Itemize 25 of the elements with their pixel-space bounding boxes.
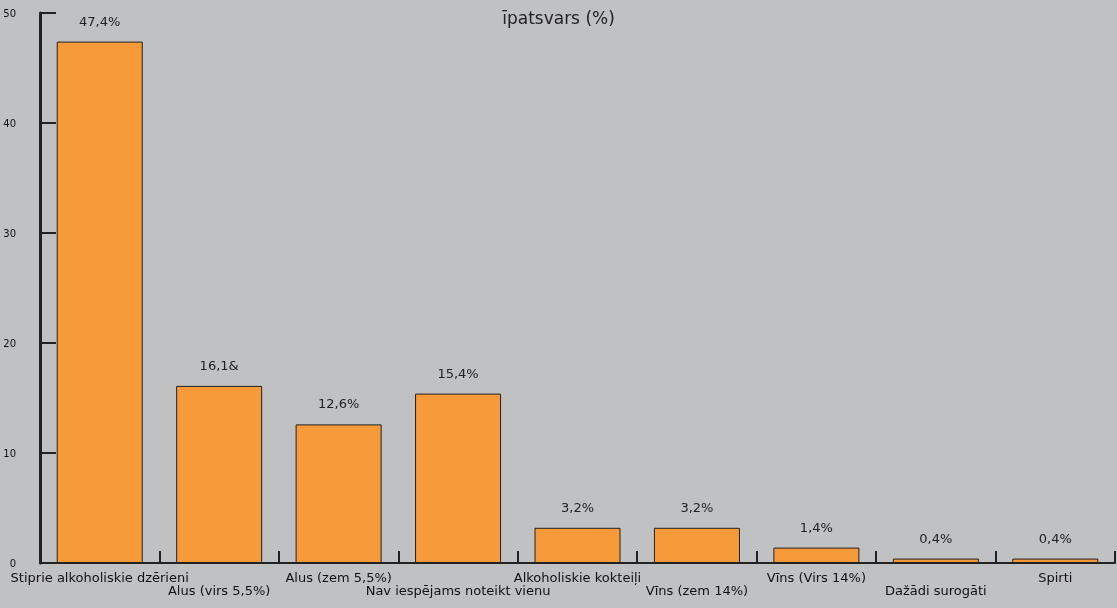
x-tick-label: Nav iespējams noteikt vienu (365, 583, 551, 598)
data-label: 0,4% (919, 530, 953, 546)
data-label: 3,2% (680, 499, 714, 515)
chart-title: īpatsvars (%) (501, 7, 615, 28)
data-label: 1,4% (799, 519, 833, 535)
data-label: 12,6% (317, 396, 360, 412)
x-tick-label: Alus (zem 5,5%) (285, 570, 392, 585)
x-tick-label: Stiprie alkoholiskie dzērieni (10, 570, 189, 585)
x-tick-label: Vīns (Virs 14%) (766, 570, 866, 585)
data-label: 0,4% (1038, 530, 1072, 546)
y-tick-label: 0 (9, 557, 16, 569)
y-tick-label: 20 (3, 337, 16, 349)
x-tick-label: Dažādi surogāti (884, 583, 987, 598)
y-tick-label: 10 (3, 447, 16, 459)
y-tick-label: 30 (3, 227, 16, 239)
y-tick-label: 40 (3, 117, 16, 129)
data-label: 15,4% (437, 365, 479, 381)
data-label: 47,4% (79, 13, 121, 29)
x-tick-label: Spirti (1038, 570, 1073, 585)
x-tick-label: Alkoholiskie kokteiļi (513, 570, 642, 585)
y-tick-label: 50 (3, 7, 16, 19)
data-label: 16,1& (199, 357, 239, 373)
data-label: 3,2% (560, 499, 595, 515)
x-tick-label: Vīns (zem 14%) (645, 583, 749, 598)
x-tick-label: Alus (virs 5,5%) (167, 583, 271, 598)
